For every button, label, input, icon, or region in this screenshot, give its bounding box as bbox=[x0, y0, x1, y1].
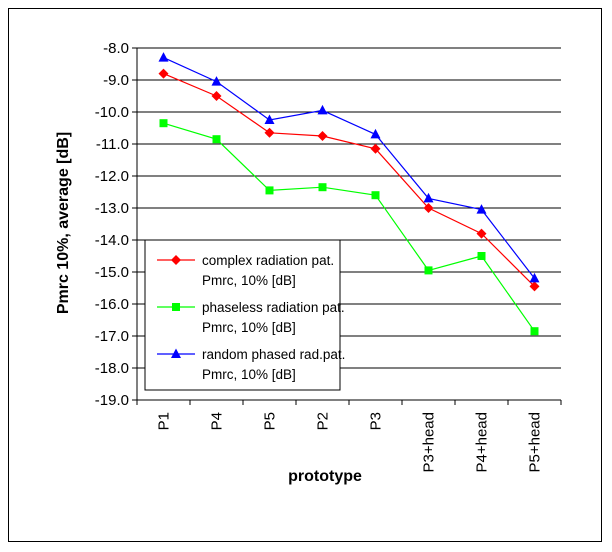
data-point bbox=[212, 135, 221, 144]
x-tick-label: P3+head bbox=[421, 412, 438, 472]
data-point bbox=[158, 52, 169, 62]
series-group bbox=[158, 52, 540, 336]
x-tick-label: P5 bbox=[262, 412, 279, 430]
x-tick-label: P1 bbox=[156, 412, 173, 430]
y-tick-label: -16.0 bbox=[95, 296, 129, 313]
legend-label: Pmrc, 10% [dB] bbox=[202, 367, 296, 382]
x-axis-title: prototype bbox=[288, 468, 362, 485]
y-tick-label: -15.0 bbox=[95, 264, 129, 281]
x-tick-label: P3 bbox=[368, 412, 385, 430]
data-point bbox=[476, 204, 487, 214]
data-point bbox=[211, 76, 222, 86]
y-tick-label: -11.0 bbox=[96, 136, 129, 153]
y-tick-label: -13.0 bbox=[95, 200, 129, 217]
data-point bbox=[264, 127, 275, 138]
legend-label: random phased rad.pat. bbox=[202, 347, 345, 362]
y-tick-label: -18.0 bbox=[95, 360, 129, 377]
legend-label: Pmrc, 10% [dB] bbox=[202, 320, 296, 335]
data-point bbox=[529, 272, 540, 283]
x-tick-label: P2 bbox=[315, 412, 332, 430]
data-point bbox=[318, 183, 327, 192]
data-point bbox=[476, 228, 487, 239]
x-tick-label: P5+head bbox=[527, 412, 544, 472]
data-point bbox=[317, 131, 328, 141]
y-tick-label: -8.0 bbox=[103, 40, 129, 57]
legend-swatch-marker bbox=[172, 303, 180, 311]
y-tick-label: -9.0 bbox=[103, 72, 129, 89]
data-point bbox=[530, 327, 539, 336]
legend: complex radiation pat. Pmrc, 10% [dB] phas… bbox=[144, 239, 345, 391]
data-point bbox=[317, 104, 328, 115]
data-point bbox=[423, 192, 434, 203]
data-point bbox=[264, 114, 275, 124]
y-axis-title: Pmrc 10%, average [dB] bbox=[55, 132, 72, 314]
data-point bbox=[477, 252, 486, 260]
series-line-1 bbox=[163, 73, 535, 287]
data-point bbox=[370, 128, 381, 139]
x-tick-label: P4 bbox=[209, 412, 226, 430]
series-line-2 bbox=[163, 122, 535, 332]
x-tick-label: P4+head bbox=[474, 412, 491, 472]
data-point bbox=[371, 191, 380, 200]
legend-swatch-marker bbox=[171, 348, 181, 358]
y-tick-label: -19.0 bbox=[95, 392, 129, 409]
series-line-3 bbox=[163, 57, 535, 279]
legend-label: Pmrc, 10% [dB] bbox=[202, 273, 296, 288]
data-point bbox=[159, 119, 168, 128]
legend-label: complex radiation pat. bbox=[202, 253, 334, 268]
y-tick-label: -10.0 bbox=[95, 104, 129, 121]
data-point bbox=[265, 186, 274, 195]
data-point bbox=[529, 281, 540, 292]
data-point bbox=[211, 91, 222, 101]
data-point bbox=[370, 143, 381, 154]
axes: -8.0 -9.0 -10.0 -11.0 -12.0 -13.0 -14.0 -15.0 -1… bbox=[95, 40, 562, 472]
legend-box bbox=[144, 239, 341, 391]
y-tick-label: -12.0 bbox=[95, 168, 129, 185]
data-point bbox=[423, 203, 434, 213]
y-tick-label: -14.0 bbox=[95, 232, 129, 249]
y-tick-label: -17.0 bbox=[95, 328, 129, 345]
legend-label: phaseless radiation pat. bbox=[202, 300, 345, 315]
legend-swatch-marker bbox=[171, 255, 181, 265]
data-point bbox=[424, 266, 433, 275]
data-point bbox=[158, 68, 169, 79]
